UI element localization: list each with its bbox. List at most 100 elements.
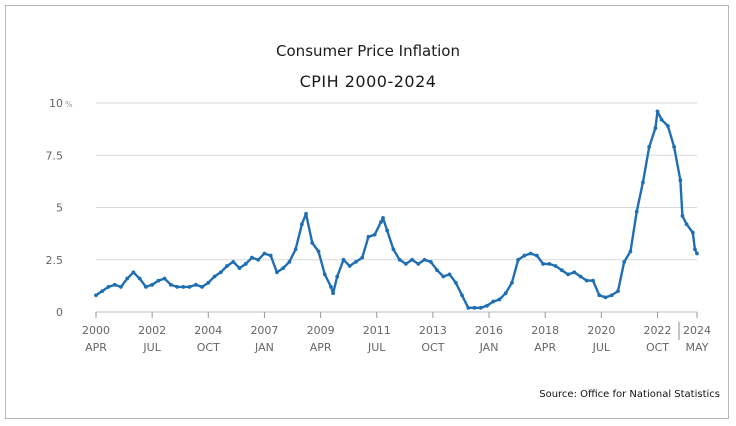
data-point bbox=[231, 259, 236, 264]
y-tick-label: 10 bbox=[49, 97, 63, 110]
data-point bbox=[435, 268, 439, 273]
data-point bbox=[341, 257, 346, 262]
data-point bbox=[225, 264, 229, 268]
data-point bbox=[441, 274, 446, 279]
data-point bbox=[256, 257, 261, 262]
data-point bbox=[485, 303, 489, 308]
data-point bbox=[680, 213, 685, 218]
data-point bbox=[678, 178, 683, 183]
data-point bbox=[150, 282, 155, 287]
data-point bbox=[622, 259, 627, 264]
data-point bbox=[665, 124, 670, 128]
data-point bbox=[541, 262, 546, 266]
data-point bbox=[510, 280, 514, 285]
chart-title: Consumer Price Inflation bbox=[276, 42, 460, 60]
data-point bbox=[391, 247, 396, 252]
data-point bbox=[372, 232, 377, 237]
data-point bbox=[534, 253, 539, 258]
data-point bbox=[634, 209, 639, 214]
data-point bbox=[131, 270, 136, 275]
data-point bbox=[200, 285, 204, 289]
series-layer bbox=[94, 109, 699, 310]
data-point bbox=[119, 285, 123, 289]
x-tick-year: 2016 bbox=[475, 324, 503, 337]
x-tick-month: APR bbox=[310, 341, 332, 354]
data-point bbox=[268, 253, 273, 258]
y-tick-label: 5 bbox=[56, 202, 63, 215]
data-point bbox=[187, 285, 192, 289]
data-point bbox=[547, 262, 552, 266]
data-point bbox=[293, 247, 298, 252]
data-point bbox=[299, 222, 304, 227]
data-point bbox=[597, 293, 602, 298]
data-point bbox=[422, 257, 427, 262]
data-point bbox=[641, 180, 645, 185]
data-point bbox=[478, 305, 483, 310]
data-point bbox=[212, 274, 217, 279]
data-point bbox=[659, 117, 664, 122]
data-point bbox=[466, 305, 471, 310]
x-tick-month: OCT bbox=[197, 341, 220, 354]
data-point bbox=[181, 285, 186, 289]
x-tick-year: 2024 bbox=[683, 324, 711, 337]
data-point bbox=[428, 259, 433, 264]
chart-subtitle: CPIH 2000-2024 bbox=[299, 72, 437, 91]
data-point bbox=[591, 278, 595, 283]
data-point bbox=[144, 285, 148, 289]
x-tick-year: 2022 bbox=[643, 324, 671, 337]
data-point bbox=[262, 251, 267, 256]
x-tick-month: JUL bbox=[592, 341, 611, 354]
data-point bbox=[354, 259, 358, 264]
data-point bbox=[447, 272, 452, 277]
data-point bbox=[331, 291, 335, 296]
y-unit-label: % bbox=[65, 100, 73, 109]
data-point bbox=[168, 282, 173, 287]
x-tick-year: 2009 bbox=[307, 324, 335, 337]
data-point bbox=[628, 249, 633, 254]
x-tick-year: 2018 bbox=[531, 324, 559, 337]
x-tick-year: 2002 bbox=[138, 324, 166, 337]
data-point bbox=[460, 293, 464, 298]
data-point bbox=[559, 268, 564, 273]
data-point bbox=[695, 251, 699, 256]
x-tick-month: JAN bbox=[254, 341, 274, 354]
x-tick-month: OCT bbox=[646, 341, 669, 354]
data-point bbox=[112, 282, 117, 287]
data-point bbox=[609, 293, 614, 298]
source-note: Source: Office for National Statistics bbox=[539, 389, 720, 400]
data-point bbox=[516, 257, 521, 262]
data-point bbox=[397, 257, 402, 262]
data-point bbox=[503, 291, 508, 296]
y-tick-label: 2.5 bbox=[46, 254, 64, 267]
x-tick-year: 2020 bbox=[587, 324, 615, 337]
y-tick-label: 0 bbox=[56, 306, 63, 319]
x-tick-year: 2011 bbox=[363, 324, 391, 337]
data-point bbox=[310, 241, 315, 245]
x-tick-month: APR bbox=[85, 341, 107, 354]
data-point bbox=[162, 276, 167, 281]
data-point bbox=[322, 272, 327, 277]
data-point bbox=[218, 270, 223, 275]
data-point bbox=[243, 262, 248, 266]
grid-lines bbox=[96, 102, 697, 313]
x-tick-month: OCT bbox=[421, 341, 444, 354]
x-tick-month: MAY bbox=[686, 341, 709, 354]
data-point bbox=[578, 274, 583, 279]
y-tick-label: 7.5 bbox=[46, 149, 64, 162]
data-point bbox=[655, 109, 660, 114]
data-point bbox=[690, 230, 695, 235]
data-point bbox=[693, 247, 697, 252]
data-point bbox=[528, 251, 533, 256]
x-tick-month: JUL bbox=[367, 341, 386, 354]
y-axis: 0 2.5 5 7.5 10% bbox=[46, 97, 74, 319]
data-point bbox=[100, 289, 105, 293]
data-point bbox=[250, 255, 254, 260]
data-point bbox=[385, 228, 390, 233]
data-point bbox=[237, 266, 242, 271]
data-point bbox=[125, 276, 130, 281]
data-point bbox=[329, 285, 333, 289]
data-point bbox=[287, 259, 292, 264]
data-point bbox=[603, 295, 608, 300]
data-point bbox=[106, 285, 111, 289]
